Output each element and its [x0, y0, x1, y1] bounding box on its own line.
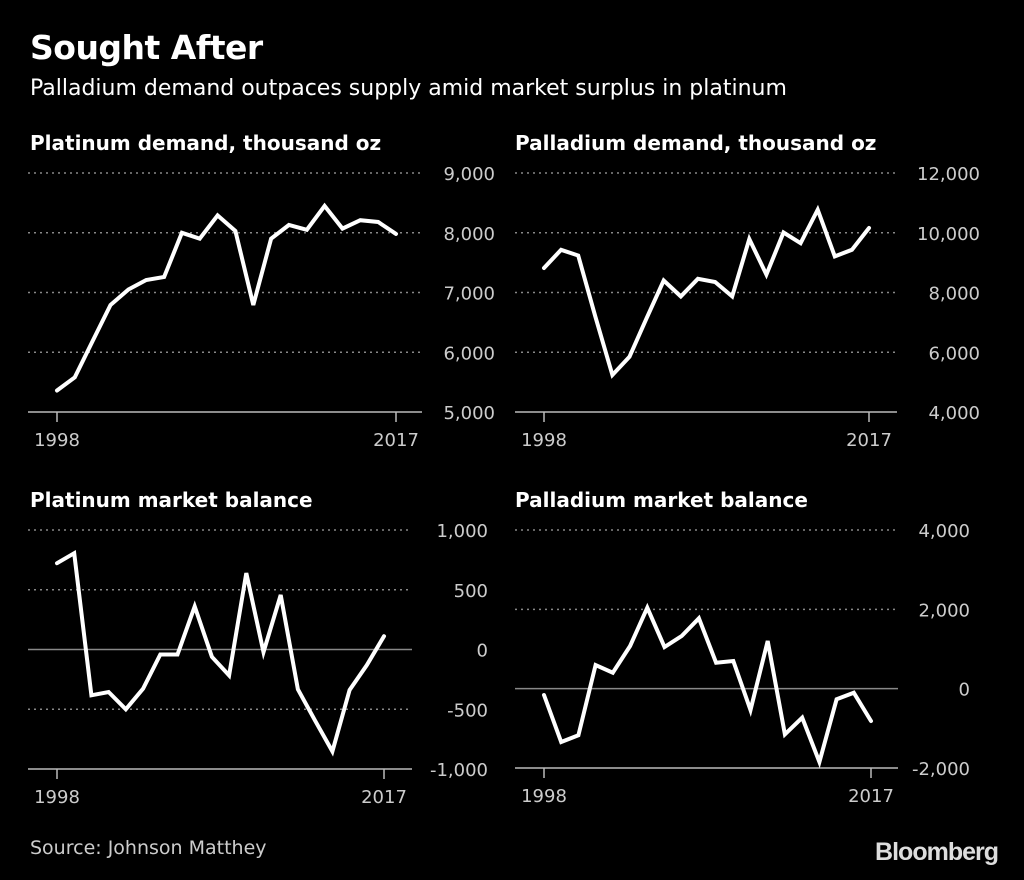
y-tick-label: 10,000 [917, 224, 980, 245]
y-tick-label: 6,000 [928, 343, 980, 364]
x-tick-label: 1998 [521, 786, 567, 807]
bloomberg-logo: Bloomberg [875, 838, 999, 866]
panel-title: Platinum demand, thousand oz [30, 131, 381, 155]
y-tick-label: 500 [454, 581, 488, 602]
chart-title: Sought After [30, 28, 263, 67]
y-tick-label: 4,000 [928, 403, 980, 424]
y-tick-label: 8,000 [928, 284, 980, 305]
y-tick-label: 4,000 [918, 521, 970, 542]
x-tick-label: 2017 [361, 787, 407, 808]
x-tick-label: 2017 [373, 430, 419, 451]
y-tick-label: 8,000 [443, 224, 495, 245]
series-line [542, 602, 873, 769]
y-tick-label: -1,000 [430, 760, 488, 781]
y-tick-label: 7,000 [443, 284, 495, 305]
y-tick-label: 0 [959, 680, 970, 701]
panel-title: Palladium market balance [515, 488, 808, 512]
y-tick-label: 2,000 [918, 600, 970, 621]
source-note: Source: Johnson Matthey [30, 837, 267, 859]
x-tick-label: 2017 [848, 786, 894, 807]
x-tick-label: 1998 [34, 430, 80, 451]
panel-1: Platinum demand, thousand oz 9,000 8,000 7,… [28, 131, 495, 451]
y-tick-label: -2,000 [912, 759, 970, 780]
panel-4: Palladium market balance 4,000 2,000 0 -2,00… [515, 488, 970, 807]
series-line [542, 204, 871, 379]
y-tick-label: 5,000 [443, 403, 495, 424]
y-tick-label: 1,000 [436, 521, 488, 542]
y-tick-label: 9,000 [443, 164, 495, 185]
x-tick-label: 1998 [521, 430, 567, 451]
y-tick-label: 6,000 [443, 343, 495, 364]
panel-title: Platinum market balance [30, 488, 313, 512]
chart-subtitle: Palladium demand outpaces supply amid ma… [30, 76, 787, 101]
panel-2: Palladium demand, thousand oz 12,000 10,00… [515, 131, 980, 451]
series-line [55, 202, 398, 393]
x-tick-label: 1998 [34, 787, 80, 808]
panel-title: Palladium demand, thousand oz [515, 131, 876, 155]
series-line [55, 549, 386, 757]
y-tick-label: -500 [447, 700, 488, 721]
y-tick-label: 0 [477, 641, 488, 662]
x-tick-label: 2017 [846, 430, 892, 451]
panel-3: Platinum market balance 1,000 500 0 -500 -1,0… [28, 488, 488, 808]
y-tick-label: 12,000 [917, 164, 980, 185]
